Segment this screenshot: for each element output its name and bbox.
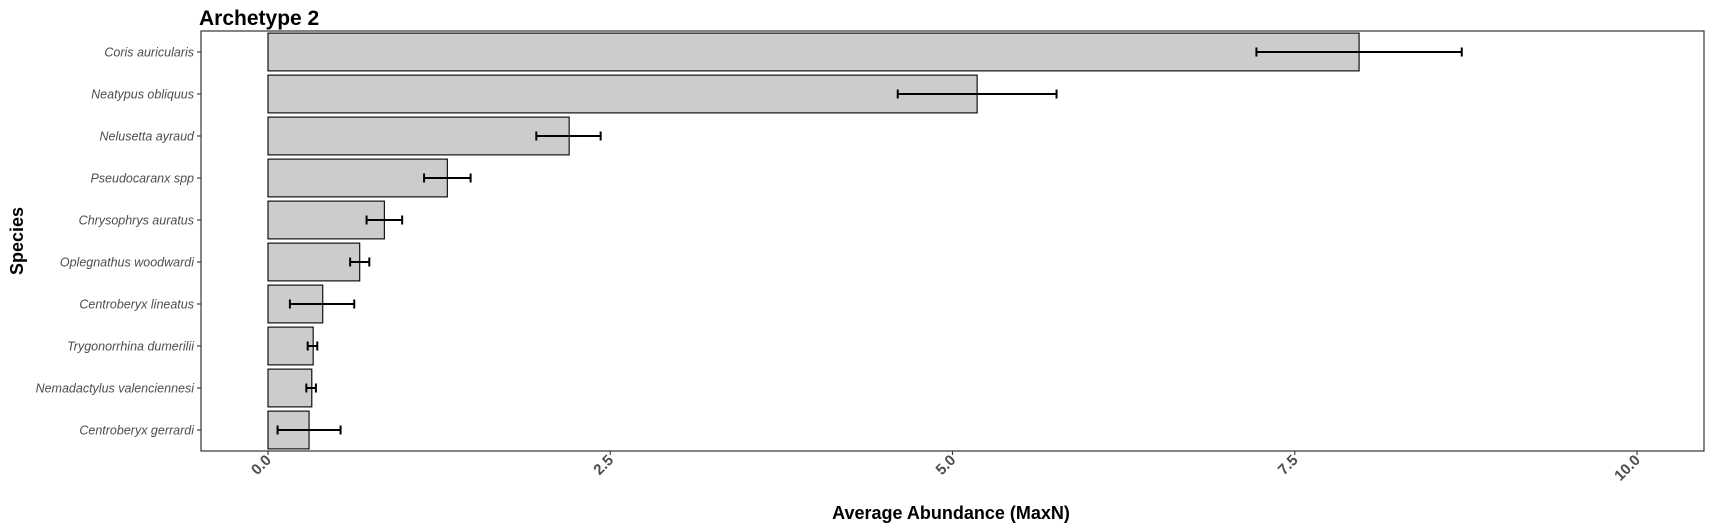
bar	[267, 158, 448, 198]
bar	[267, 242, 361, 282]
y-tick-label: Nelusetta ayraud	[99, 130, 195, 144]
bars	[267, 32, 1360, 450]
error-bar	[306, 341, 319, 351]
bar	[267, 200, 385, 240]
bar	[267, 74, 978, 114]
error-bars	[276, 47, 1463, 435]
bar	[267, 116, 570, 156]
error-bar	[288, 299, 356, 309]
x-tick-label: 0.0	[248, 452, 275, 479]
y-axis: Coris auricularis Neatypus obliquus Neluse…	[36, 46, 201, 438]
x-tick-label: 5.0	[933, 452, 960, 479]
x-tick-label: 7.5	[1275, 452, 1302, 479]
error-bar	[365, 215, 404, 225]
error-bar	[276, 425, 342, 435]
x-axis-title: Average Abundance (MaxN)	[832, 503, 1070, 523]
error-bar	[349, 257, 371, 267]
y-tick-label: Centroberyx gerrardi	[79, 424, 195, 438]
y-tick-label: Centroberyx lineatus	[79, 298, 194, 312]
bar	[267, 32, 1360, 72]
y-tick-label: Nemadactylus valenciennesi	[36, 382, 196, 396]
y-tick-label: Coris auricularis	[104, 46, 194, 60]
bar	[267, 326, 314, 366]
y-tick-label: Chrysophrys auratus	[79, 214, 194, 228]
y-axis-title: Species	[7, 207, 27, 275]
y-tick-label: Trygonorrhina dumerilii	[67, 340, 195, 354]
error-bar	[535, 131, 602, 141]
y-tick-label: Pseudocaranx spp	[90, 172, 194, 186]
y-tick-label: Oplegnathus woodwardi	[60, 256, 195, 270]
x-axis: 0.0 2.5 5.0 7.5 10.0	[248, 451, 1644, 484]
bar	[267, 368, 313, 408]
chart-title: Archetype 2	[199, 7, 319, 30]
x-tick-label: 2.5	[590, 452, 617, 479]
error-bar	[423, 173, 472, 183]
error-bar	[896, 89, 1058, 99]
error-bar	[1255, 47, 1463, 57]
x-tick-label: 10.0	[1611, 452, 1644, 485]
y-tick-label: Neatypus obliquus	[91, 88, 194, 102]
error-bar	[305, 383, 317, 393]
